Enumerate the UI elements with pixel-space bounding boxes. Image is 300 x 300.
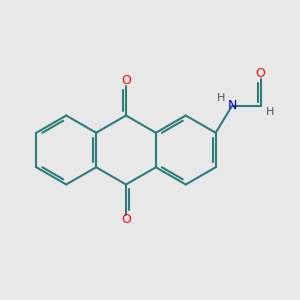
Text: H: H bbox=[217, 93, 225, 103]
Text: O: O bbox=[121, 74, 131, 87]
Text: H: H bbox=[266, 107, 274, 117]
Text: O: O bbox=[256, 67, 266, 80]
Text: N: N bbox=[227, 99, 237, 112]
Text: O: O bbox=[121, 213, 131, 226]
